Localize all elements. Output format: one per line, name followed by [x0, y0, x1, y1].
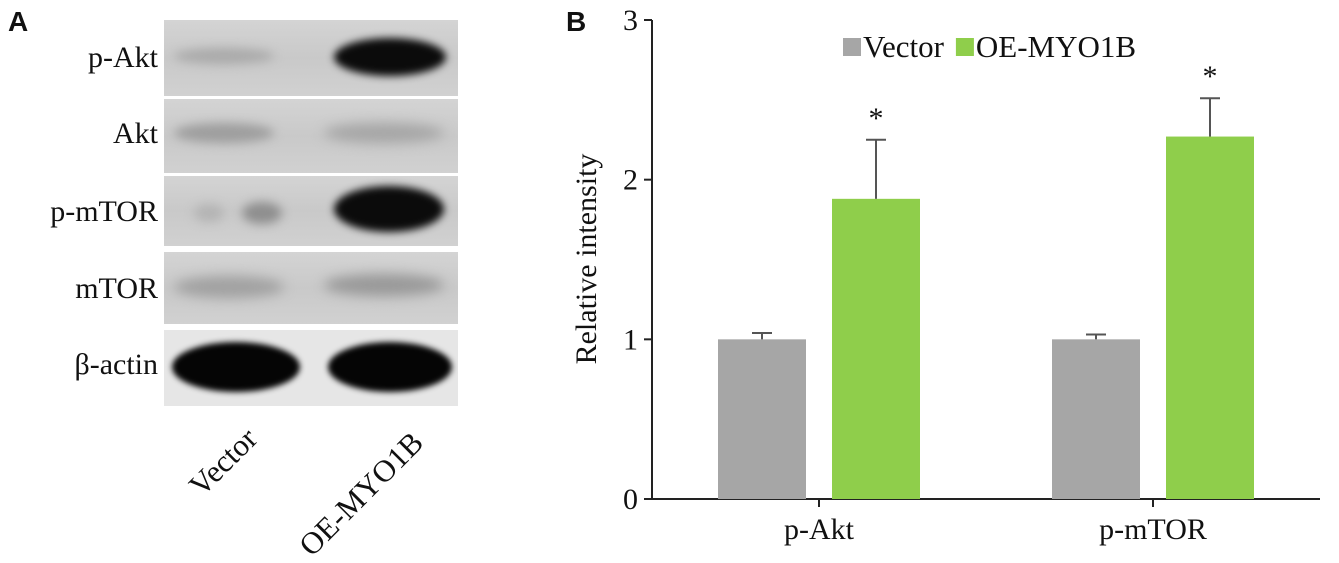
blot-label-akt: Akt — [113, 117, 158, 150]
y-tick-label: 1 — [623, 323, 638, 356]
blot-label-mtor: mTOR — [75, 272, 158, 305]
blot-band — [194, 204, 224, 222]
blot-band — [174, 48, 274, 64]
blot-label-p-mtor: p-mTOR — [50, 195, 158, 228]
blot-strip-akt — [164, 99, 458, 173]
y-axis-label: Relative intensity — [570, 154, 603, 365]
significance-marker: * — [1203, 60, 1218, 93]
blot-row-labels: p-Akt Akt p-mTOR mTOR β-actin — [0, 0, 158, 400]
chart-legend: Vector OE-MYO1B — [843, 29, 1136, 64]
blot-band — [324, 123, 444, 143]
blot-strip-p-akt — [164, 20, 458, 96]
y-tick-label: 2 — [623, 164, 638, 197]
bar-oe-myo1b — [832, 198, 920, 499]
blot-label-beta-actin: β-actin — [74, 348, 158, 381]
legend-swatch — [843, 38, 861, 56]
blot-band — [172, 342, 300, 392]
panel-b-letter: B — [566, 6, 587, 37]
bar-vector — [718, 339, 806, 499]
y-tick-label: 0 — [623, 483, 638, 516]
blot-band — [174, 276, 284, 298]
chart-bars: ** — [718, 60, 1254, 499]
blot-strip-mtor — [164, 252, 458, 324]
blot-band — [174, 123, 274, 143]
bar-vector — [1052, 339, 1140, 499]
blot-band — [242, 202, 282, 224]
bar-oe-myo1b — [1166, 136, 1254, 499]
blot-band — [334, 186, 444, 232]
significance-marker: * — [869, 102, 884, 135]
legend-swatch — [955, 38, 974, 56]
blot-band — [328, 342, 452, 392]
x-tick-label: p-mTOR — [1099, 513, 1207, 546]
blot-strip-p-mtor — [164, 176, 458, 246]
legend-label: OE-MYO1B — [976, 29, 1136, 64]
legend-label: Vector — [863, 29, 945, 64]
y-tick-label: 3 — [623, 4, 638, 37]
x-tick-label: p-Akt — [784, 513, 855, 546]
blot-band — [334, 38, 446, 76]
panel-a-letter: A — [8, 6, 29, 37]
blot-band — [324, 274, 444, 296]
blot-strip-beta-actin — [164, 330, 458, 406]
blot-label-p-akt: p-Akt — [88, 41, 158, 74]
